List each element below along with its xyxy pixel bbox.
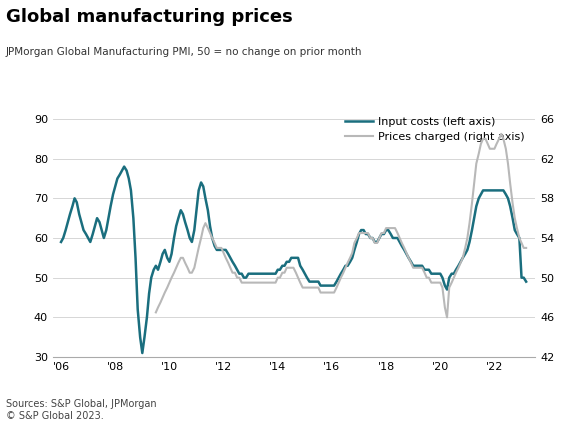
Prices charged (right axis)	[497, 131, 505, 136]
Input costs (left axis)	[523, 279, 530, 284]
Input costs (left axis)	[491, 188, 498, 193]
Prices charged (right axis)	[523, 245, 530, 250]
Input costs (left axis)	[139, 351, 146, 356]
Input costs (left axis)	[356, 232, 363, 237]
Prices charged (right axis)	[439, 285, 446, 290]
Legend: Input costs (left axis), Prices charged (right axis): Input costs (left axis), Prices charged …	[340, 113, 530, 146]
Input costs (left axis)	[191, 227, 198, 232]
Text: Global manufacturing prices: Global manufacturing prices	[6, 8, 293, 26]
Line: Prices charged (right axis): Prices charged (right axis)	[156, 134, 526, 317]
Input costs (left axis)	[450, 271, 457, 276]
Prices charged (right axis)	[403, 250, 410, 255]
Prices charged (right axis)	[152, 310, 159, 315]
Input costs (left axis)	[58, 239, 65, 244]
Input costs (left axis)	[415, 263, 422, 268]
Input costs (left axis)	[121, 164, 128, 169]
Prices charged (right axis)	[443, 315, 450, 320]
Prices charged (right axis)	[195, 245, 202, 250]
Input costs (left axis)	[443, 287, 450, 292]
Prices charged (right axis)	[288, 265, 295, 270]
Prices charged (right axis)	[188, 270, 195, 275]
Text: Sources: S&P Global, JPMorgan
© S&P Global 2023.: Sources: S&P Global, JPMorgan © S&P Glob…	[6, 399, 156, 421]
Line: Input costs (left axis): Input costs (left axis)	[61, 167, 526, 353]
Prices charged (right axis)	[163, 285, 171, 290]
Text: JPMorgan Global Manufacturing PMI, 50 = no change on prior month: JPMorgan Global Manufacturing PMI, 50 = …	[6, 47, 362, 57]
